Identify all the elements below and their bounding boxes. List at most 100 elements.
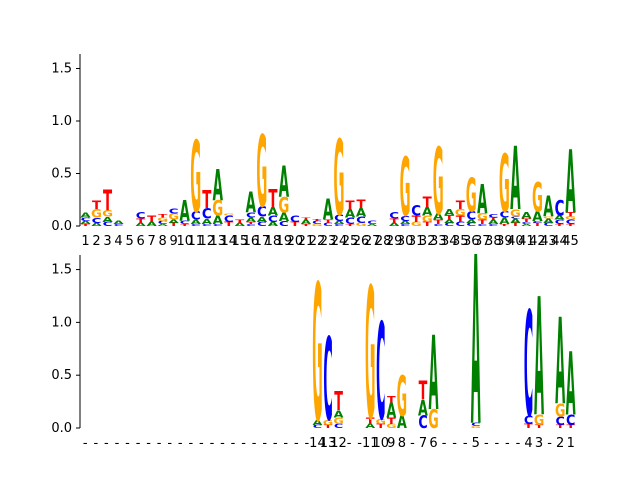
x-tick-label: - [104, 436, 109, 451]
logo-letter-g: G [278, 193, 289, 218]
y-tick-label: 0.0 [51, 421, 72, 436]
logo-letter-a: A [268, 204, 279, 218]
x-tick-label: 12 [198, 234, 215, 249]
logo-letter-c: C [169, 207, 179, 216]
logo-letter-t: T [180, 224, 190, 227]
x-tick-label: 22 [309, 234, 326, 249]
x-tick-label: 27 [364, 234, 381, 249]
logo-letter-t: T [434, 219, 443, 226]
x-tick-label: - [516, 436, 521, 451]
logo-letter-c: C [202, 206, 212, 223]
logo-letter-a: A [422, 204, 433, 218]
logo-letter-a: A [213, 213, 224, 227]
x-tick-label: - [210, 436, 215, 451]
logo-letter-c: C [466, 209, 476, 223]
logo-letter-g: G [91, 207, 102, 221]
x-tick-label: 7 [148, 234, 156, 249]
logo-letter-g: G [565, 216, 576, 221]
logo-letter-t: T [555, 224, 565, 227]
x-tick-label: 2 [92, 234, 100, 249]
x-tick-label: 44 [551, 234, 568, 249]
x-tick-label: 9 [387, 436, 395, 451]
logo-letter-a: A [488, 219, 498, 226]
x-tick-label: 31 [408, 234, 425, 249]
logo-letter-a: A [257, 215, 268, 224]
logo-letter-g: G [555, 400, 565, 421]
logo-letter-a: A [279, 156, 289, 207]
logo-letter-a: A [301, 219, 311, 226]
logo-letter-g: G [333, 416, 344, 426]
logo-letter-g: G [386, 423, 396, 429]
x-tick-label: 1 [567, 436, 575, 451]
logo-letter-c: C [524, 283, 533, 451]
logo-letter-c: C [488, 214, 498, 219]
logo-letter-g: G [499, 139, 510, 231]
y-tick-label: 0.5 [51, 167, 72, 182]
x-tick-label: 6 [136, 234, 144, 249]
x-tick-label: - [452, 436, 457, 451]
logo-letter-t: T [147, 214, 157, 224]
y-tick-label: 0.0 [51, 219, 72, 234]
x-tick-label: 5 [125, 234, 133, 249]
x-tick-label: - [83, 436, 88, 451]
logo-letter-a: A [389, 223, 400, 228]
logo-letter-c: C [356, 215, 366, 225]
logo-letter-g: G [400, 140, 411, 235]
logo-letter-g: G [543, 216, 554, 219]
x-tick-label: 19 [276, 234, 293, 249]
logo-letter-t: T [387, 395, 396, 405]
logo-letter-t: T [511, 223, 520, 228]
logo-letter-c: C [81, 217, 91, 222]
logo-letter-t: T [478, 219, 487, 226]
logo-letter-g: G [510, 207, 521, 219]
logo-letter-c: C [433, 224, 443, 227]
logo-letter-t: T [312, 218, 322, 221]
x-tick-label: - [178, 436, 183, 451]
x-tick-label: - [505, 436, 510, 451]
logo-letter-a: A [543, 218, 553, 225]
logo-letter-c: C [555, 219, 565, 226]
logo-letter-a: A [80, 211, 91, 220]
logo-letter-t: T [224, 221, 233, 228]
logo-letter-g: G [356, 223, 367, 228]
logo-letter-a: A [102, 215, 113, 224]
logo-letter-t: T [357, 197, 367, 211]
logo-letter-a: A [433, 212, 444, 222]
logo-letter-c: C [213, 224, 223, 227]
logo-letter-t: T [412, 214, 422, 224]
logo-letter-a: A [466, 219, 477, 224]
x-tick-label: - [347, 436, 352, 451]
logo-letter-t: T [81, 224, 91, 227]
logo-letter-a: A [334, 220, 345, 225]
logo-letter-t: T [445, 215, 454, 222]
logo-letter-c: C [556, 414, 565, 427]
x-tick-label: - [167, 436, 172, 451]
logo-letter-a: A [323, 194, 334, 227]
logo-letter-a: A [565, 133, 575, 234]
x-tick-label: - [283, 436, 288, 451]
logo-letter-g: G [397, 366, 407, 429]
logo-letter-c: C [180, 220, 190, 225]
logo-letter-a: A [400, 220, 411, 225]
x-tick-label: 18 [265, 234, 282, 249]
logo-letter-g: G [428, 404, 438, 434]
logo-letter-a: A [477, 177, 488, 224]
logo-letter-a: A [146, 221, 156, 228]
x-tick-label: 23 [320, 234, 337, 249]
logo-letter-c: C [92, 216, 102, 225]
logo-letter-c: C [471, 422, 480, 427]
logo-letter-t: T [535, 424, 544, 429]
x-tick-label: - [357, 436, 362, 451]
logo-letter-a: A [246, 217, 256, 224]
logo-letter-c: C [103, 221, 113, 228]
logo-letter-t: T [169, 223, 178, 228]
logo-letter-t: T [566, 224, 576, 227]
logo-letter-a: A [534, 265, 544, 454]
y-tick-label: 1.5 [51, 263, 72, 278]
x-tick-label: 3 [535, 436, 543, 451]
logo-letter-c: C [521, 222, 531, 225]
logo-letter-c: C [334, 224, 344, 227]
logo-letter-c: C [312, 220, 322, 225]
y-tick-label: 0.5 [51, 368, 72, 383]
